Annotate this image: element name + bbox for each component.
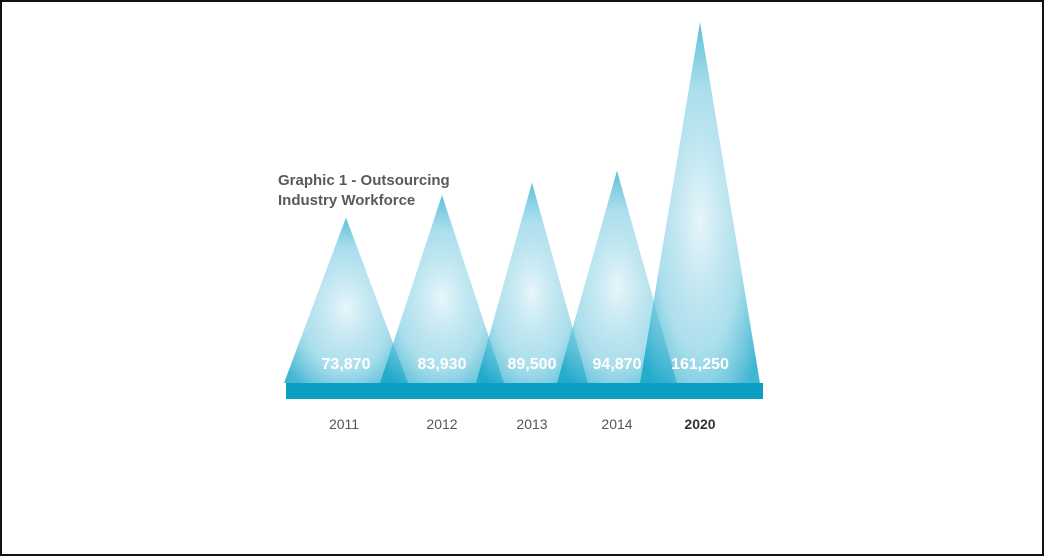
- year-label-2012: 2012: [426, 416, 457, 432]
- value-label-2012: 83,930: [418, 356, 467, 373]
- chart-title-line-1: Graphic 1 - Outsourcing: [278, 172, 450, 189]
- year-label-2011: 2011: [329, 416, 359, 432]
- year-labels-group: 2011 2012 2013 2014 2020: [329, 416, 716, 432]
- bar-triangle-2011: [284, 217, 408, 383]
- value-label-2014: 94,870: [593, 356, 642, 373]
- value-label-2020: 161,250: [671, 356, 729, 373]
- bar-triangle-2020: [640, 22, 760, 383]
- year-label-2013: 2013: [516, 416, 547, 432]
- bar-triangle-2012: [380, 195, 504, 383]
- year-label-2020: 2020: [684, 416, 715, 432]
- bar-triangle-2014: [557, 170, 677, 383]
- chart-title-line-2: Industry Workforce: [278, 192, 415, 209]
- value-labels-group: 73,870 83,930 89,500 94,870 161,250: [322, 356, 729, 373]
- bars-group: [284, 22, 760, 383]
- value-label-2013: 89,500: [508, 356, 557, 373]
- baseline-bar: [286, 383, 763, 399]
- year-label-2014: 2014: [601, 416, 632, 432]
- bar-triangle-2013: [476, 182, 588, 383]
- value-label-2011: 73,870: [322, 356, 371, 373]
